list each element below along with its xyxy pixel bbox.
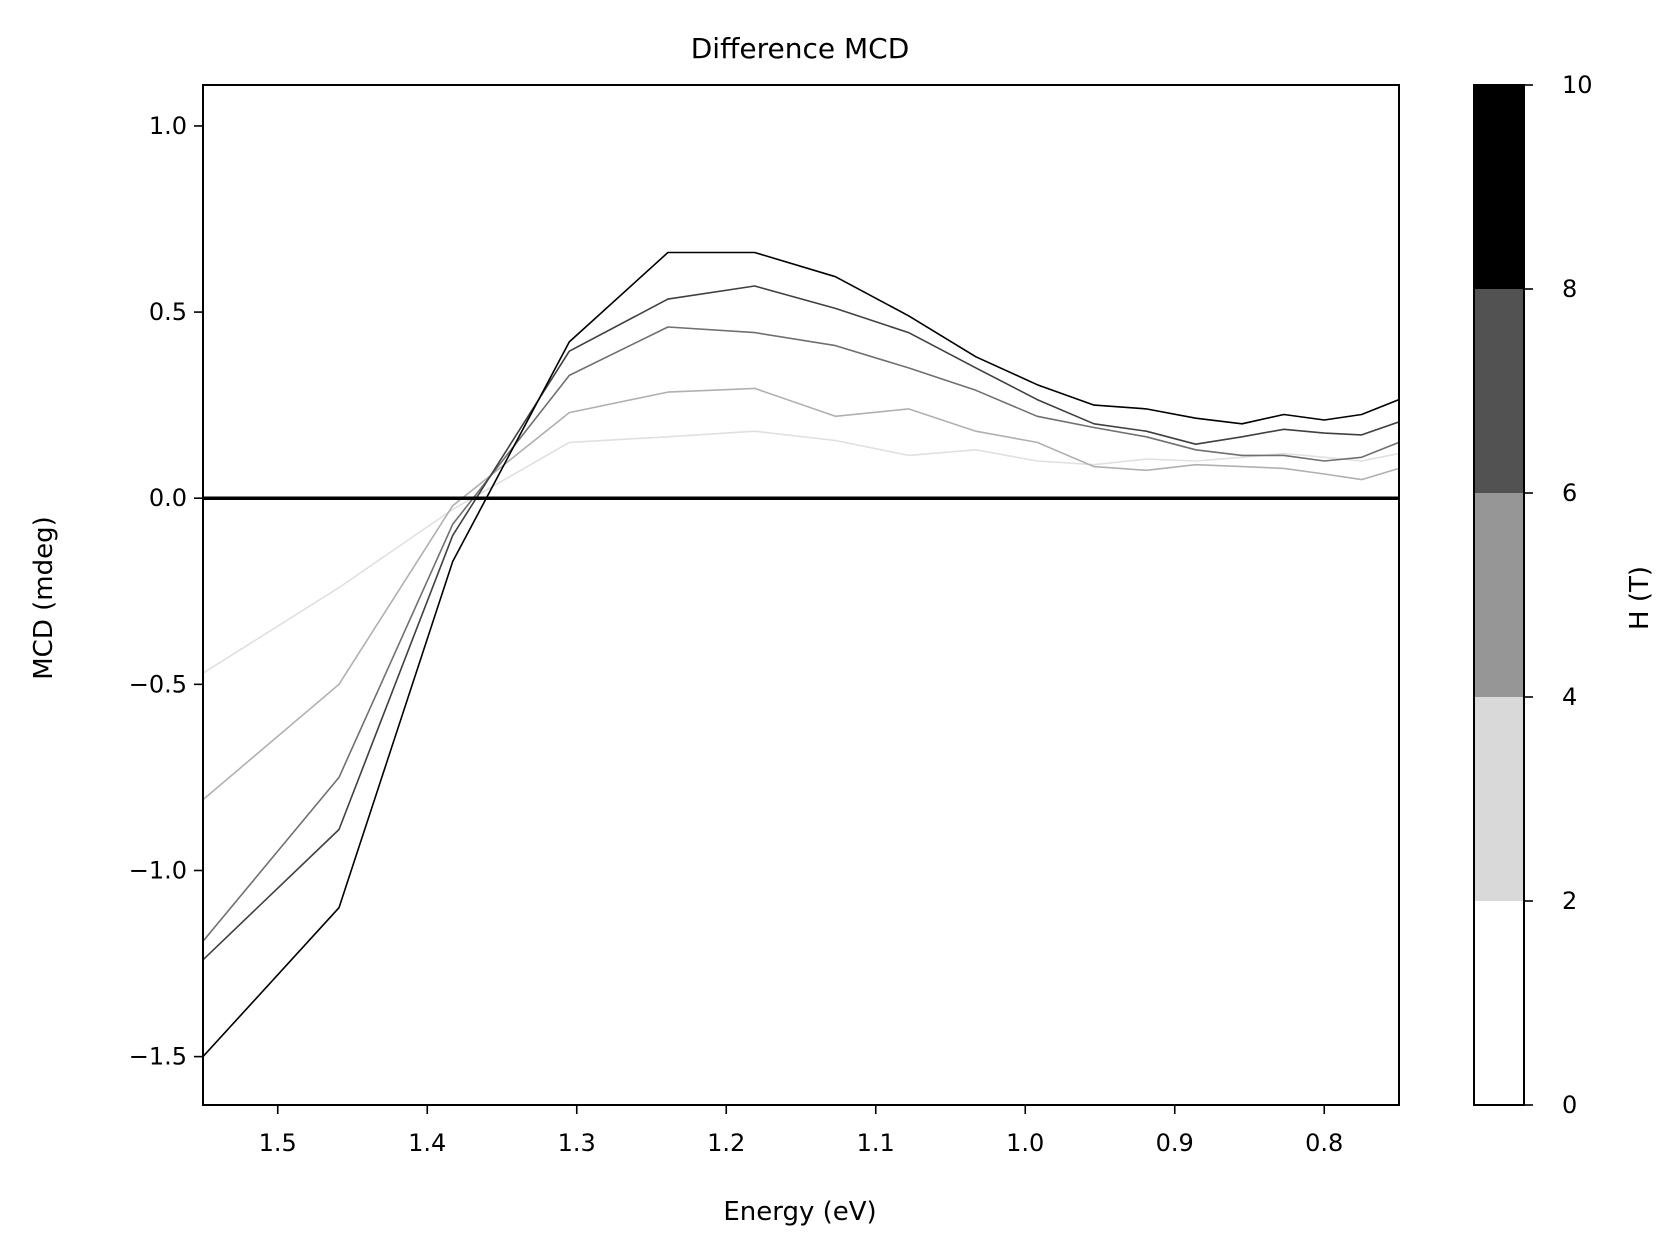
chart-title: Difference MCD bbox=[691, 32, 910, 65]
colorbar-tick-label: 0 bbox=[1562, 1091, 1577, 1119]
y-tick-label: 1.0 bbox=[149, 112, 187, 140]
x-tick-label: 0.9 bbox=[1156, 1129, 1194, 1157]
y-tick-label: −1.5 bbox=[129, 1043, 187, 1071]
x-tick-label: 1.2 bbox=[707, 1129, 745, 1157]
x-tick-label: 1.4 bbox=[408, 1129, 446, 1157]
x-tick-label: 1.5 bbox=[259, 1129, 297, 1157]
series-line-2 bbox=[203, 387, 1399, 801]
colorbar-tick-label: 10 bbox=[1562, 71, 1593, 99]
colorbar-band bbox=[1474, 697, 1524, 901]
series-line-1 bbox=[203, 430, 1399, 674]
plot-frame bbox=[202, 84, 1400, 1106]
colorbar-label: H (T) bbox=[1625, 566, 1655, 630]
y-tick-label: −1.0 bbox=[129, 856, 187, 884]
colorbar-tick-label: 2 bbox=[1562, 887, 1577, 915]
colorbar-band bbox=[1474, 289, 1524, 493]
y-tick-label: 0.0 bbox=[149, 484, 187, 512]
colorbar-band bbox=[1474, 493, 1524, 697]
y-tick-label: −0.5 bbox=[129, 670, 187, 698]
x-tick-label: 1.1 bbox=[857, 1129, 895, 1157]
colorbar-tick-label: 6 bbox=[1562, 479, 1577, 507]
y-tick-label: 0.5 bbox=[149, 298, 187, 326]
colorbar-band bbox=[1474, 901, 1524, 1105]
colorbar-band bbox=[1474, 85, 1524, 289]
x-axis-label: Energy (eV) bbox=[723, 1197, 876, 1227]
series-group bbox=[203, 251, 1399, 1058]
plot-area: 1.5 1.4 1.3 1.2 1.1 1.0 0.9 0.8 1.0 0.5 0.0 −0.5 −1.… bbox=[129, 84, 1400, 1157]
colorbar: 0 2 4 6 8 10 bbox=[1473, 71, 1593, 1119]
series-line-3 bbox=[203, 326, 1399, 942]
colorbar-frame bbox=[1473, 84, 1525, 1106]
series-line-4 bbox=[203, 285, 1399, 961]
colorbar-tick-label: 4 bbox=[1562, 683, 1577, 711]
x-tick-label: 1.0 bbox=[1006, 1129, 1044, 1157]
y-axis-label: MCD (mdeg) bbox=[29, 516, 59, 680]
colorbar-tick-label: 8 bbox=[1562, 275, 1577, 303]
series-line-5 bbox=[203, 251, 1399, 1058]
x-tick-label: 1.3 bbox=[558, 1129, 596, 1157]
x-tick-label: 0.8 bbox=[1305, 1129, 1343, 1157]
